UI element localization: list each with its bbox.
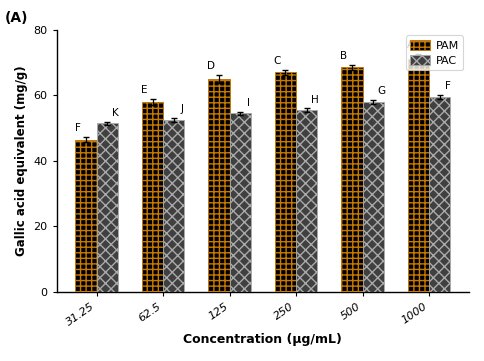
- Bar: [408, 59, 429, 292]
- Bar: [363, 102, 384, 292]
- Text: I: I: [247, 98, 250, 108]
- Bar: [341, 68, 363, 292]
- Text: H: H: [311, 95, 318, 105]
- Bar: [429, 97, 450, 292]
- Text: D: D: [207, 61, 215, 71]
- Bar: [208, 79, 229, 292]
- Legend: PAM, PAC: PAM, PAC: [406, 35, 464, 70]
- Bar: [76, 140, 97, 292]
- Text: G: G: [377, 86, 385, 96]
- Bar: [142, 102, 163, 292]
- Bar: [275, 73, 296, 292]
- Bar: [296, 110, 318, 292]
- X-axis label: Concentration (μg/mL): Concentration (μg/mL): [183, 333, 342, 346]
- Text: A: A: [407, 40, 414, 51]
- Bar: [97, 123, 118, 292]
- Text: B: B: [340, 51, 348, 61]
- Text: F: F: [75, 123, 81, 133]
- Y-axis label: Gallic acid equivalent (mg/g): Gallic acid equivalent (mg/g): [15, 66, 28, 256]
- Bar: [229, 113, 251, 292]
- Text: C: C: [274, 56, 281, 66]
- Text: E: E: [141, 85, 148, 95]
- Bar: [163, 120, 184, 292]
- Text: (A): (A): [5, 11, 29, 25]
- Text: J: J: [180, 104, 183, 114]
- Text: F: F: [445, 82, 451, 91]
- Text: K: K: [112, 108, 119, 118]
